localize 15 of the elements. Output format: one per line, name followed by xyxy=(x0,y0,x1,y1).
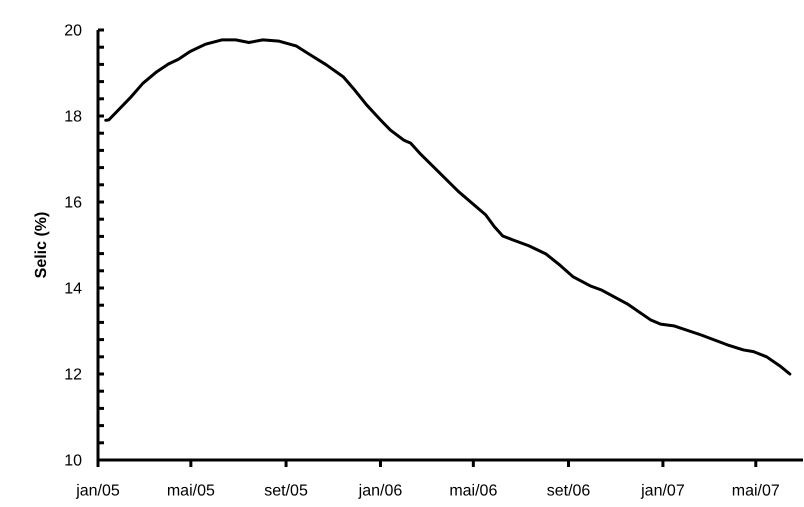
x-tick-label: jan/05 xyxy=(75,482,120,500)
x-tick-label: jan/06 xyxy=(358,482,402,500)
x-tick-label: set/06 xyxy=(546,482,590,500)
y-tick-label: 20 xyxy=(64,22,82,40)
x-tick-label: mai/06 xyxy=(449,482,498,500)
x-tick-label: mai/07 xyxy=(732,482,780,500)
y-axis-title: Selic (%) xyxy=(33,212,50,278)
x-tick-label: mai/05 xyxy=(166,482,215,500)
y-tick-label: 16 xyxy=(64,194,82,212)
y-tick-label: 14 xyxy=(64,280,82,298)
y-tick-label: 10 xyxy=(64,452,82,470)
y-tick-label: 18 xyxy=(64,108,82,126)
x-tick-label: jan/07 xyxy=(640,482,685,500)
x-tick-label: set/05 xyxy=(264,482,308,500)
y-tick-label: 12 xyxy=(64,366,82,384)
